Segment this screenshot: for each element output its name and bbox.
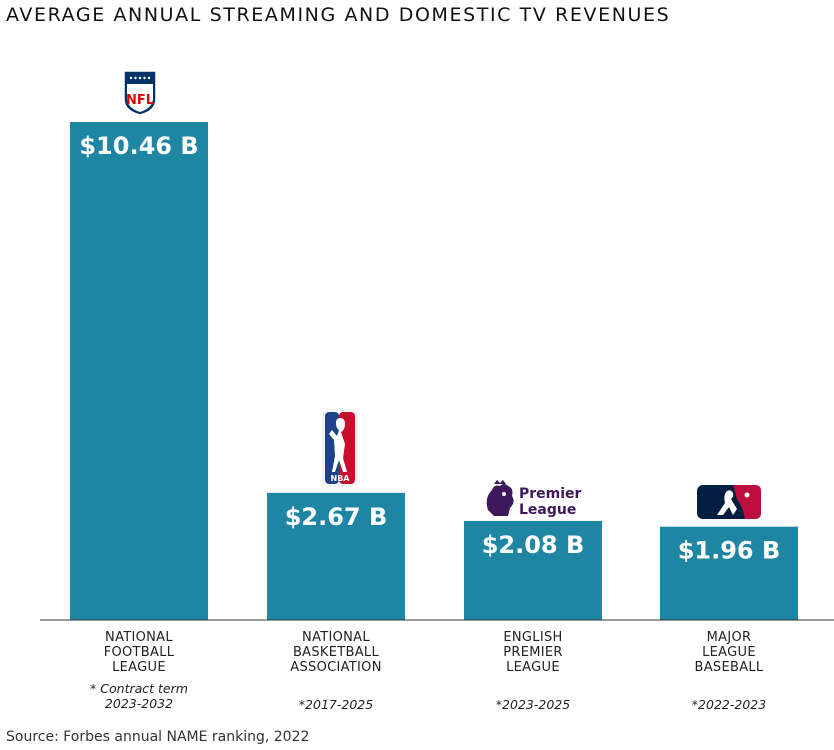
bar-epl	[464, 520, 602, 620]
contract-note-mlb: *2022-2023	[692, 697, 766, 712]
category-label-nba: NATIONAL BASKETBALL ASSOCIATION	[290, 630, 381, 675]
contract-note-nba: *2017-2025	[299, 697, 373, 712]
contract-note-epl: *2023-2025	[496, 697, 570, 712]
data-label-nba: $2.67 B	[285, 503, 388, 531]
svg-text:NFL: NFL	[126, 93, 154, 108]
data-label-nfl: $10.46 B	[79, 132, 198, 160]
bar-nfl	[70, 122, 208, 620]
contract-note-nfl: * Contract term 2023-2032	[90, 681, 188, 711]
category-label-epl: ENGLISH PREMIER LEAGUE	[503, 630, 562, 675]
svg-text:NBA: NBA	[331, 474, 351, 483]
data-label-epl: $2.08 B	[482, 531, 585, 559]
bar-nba	[267, 492, 405, 620]
bar-mlb	[660, 526, 798, 620]
svg-text:Premier: Premier	[519, 486, 582, 502]
chart-title: AVERAGE ANNUAL STREAMING AND DOMESTIC TV…	[6, 4, 671, 26]
mlb-logo	[697, 485, 761, 519]
svg-text:League: League	[519, 502, 576, 518]
data-label-mlb: $1.96 B	[678, 537, 781, 565]
category-label-nfl: NATIONAL FOOTBALL LEAGUE	[104, 630, 175, 675]
category-label-mlb: MAJOR LEAGUE BASEBALL	[695, 630, 764, 675]
nfl-logo: NFL	[123, 70, 157, 116]
source-note: Source: Forbes annual NAME ranking, 2022	[6, 729, 310, 745]
nba-logo: NBA	[322, 409, 358, 487]
